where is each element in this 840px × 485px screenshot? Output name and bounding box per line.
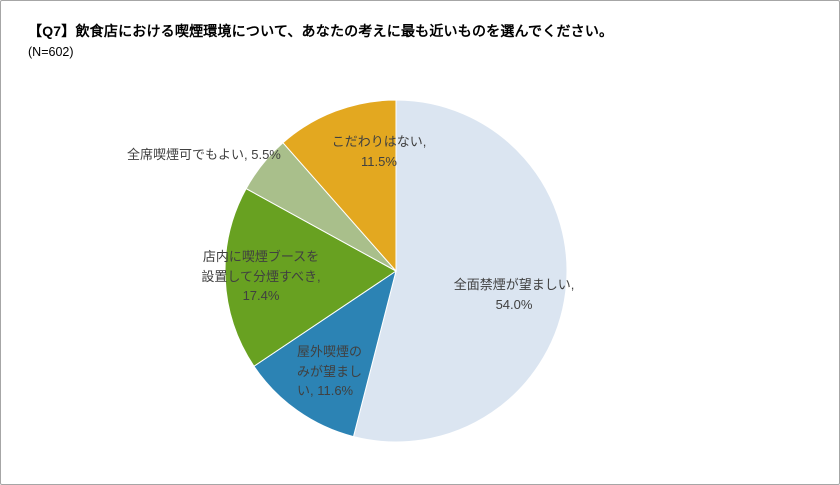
chart-question-title: 【Q7】飲食店における喫煙環境について、あなたの考えに最も近いものを選んでくださ… bbox=[28, 23, 614, 39]
slice-label-line: 11.5% bbox=[361, 153, 397, 169]
slice-label-line: い, 11.6% bbox=[297, 383, 354, 398]
pie-chart bbox=[224, 99, 568, 443]
slice-label-line: こだわりはない, bbox=[331, 134, 427, 149]
pie-slice bbox=[224, 187, 397, 367]
slice-label-line: 屋外喫煙の bbox=[297, 344, 363, 359]
slice-label-line: 全席喫煙可でもよい, 5.5% bbox=[127, 147, 281, 162]
slice-label-line: 54.0% bbox=[495, 296, 533, 312]
slice-label-full-smoking-ban: 全面禁煙が望ましい, 54.0% bbox=[449, 275, 579, 314]
pie-slice bbox=[282, 99, 397, 273]
slice-label-outdoor-smoking-only: 屋外喫煙の みが望まし い, 11.6% bbox=[297, 342, 369, 401]
pie-slice bbox=[352, 99, 568, 443]
slice-label-line: 17.4% bbox=[242, 288, 280, 303]
slice-label-line: 全面禁煙が望ましい, bbox=[453, 277, 575, 292]
slice-label-smoking-booth: 店内に喫煙ブースを 設置して分煙すべき, 17.4% bbox=[197, 247, 325, 306]
slice-label-line: 設置して分煙すべき, bbox=[201, 268, 321, 284]
slice-label-line: 店内に喫煙ブースを bbox=[202, 249, 320, 264]
sample-size-label: (N=602) bbox=[28, 45, 74, 59]
slice-label-all-seats-smoking-ok: 全席喫煙可でもよい, 5.5% bbox=[127, 145, 281, 165]
pie-slice bbox=[253, 269, 397, 438]
slice-label-line: みが望まし bbox=[297, 363, 363, 379]
slice-label-no-preference: こだわりはない, 11.5% bbox=[323, 132, 435, 171]
